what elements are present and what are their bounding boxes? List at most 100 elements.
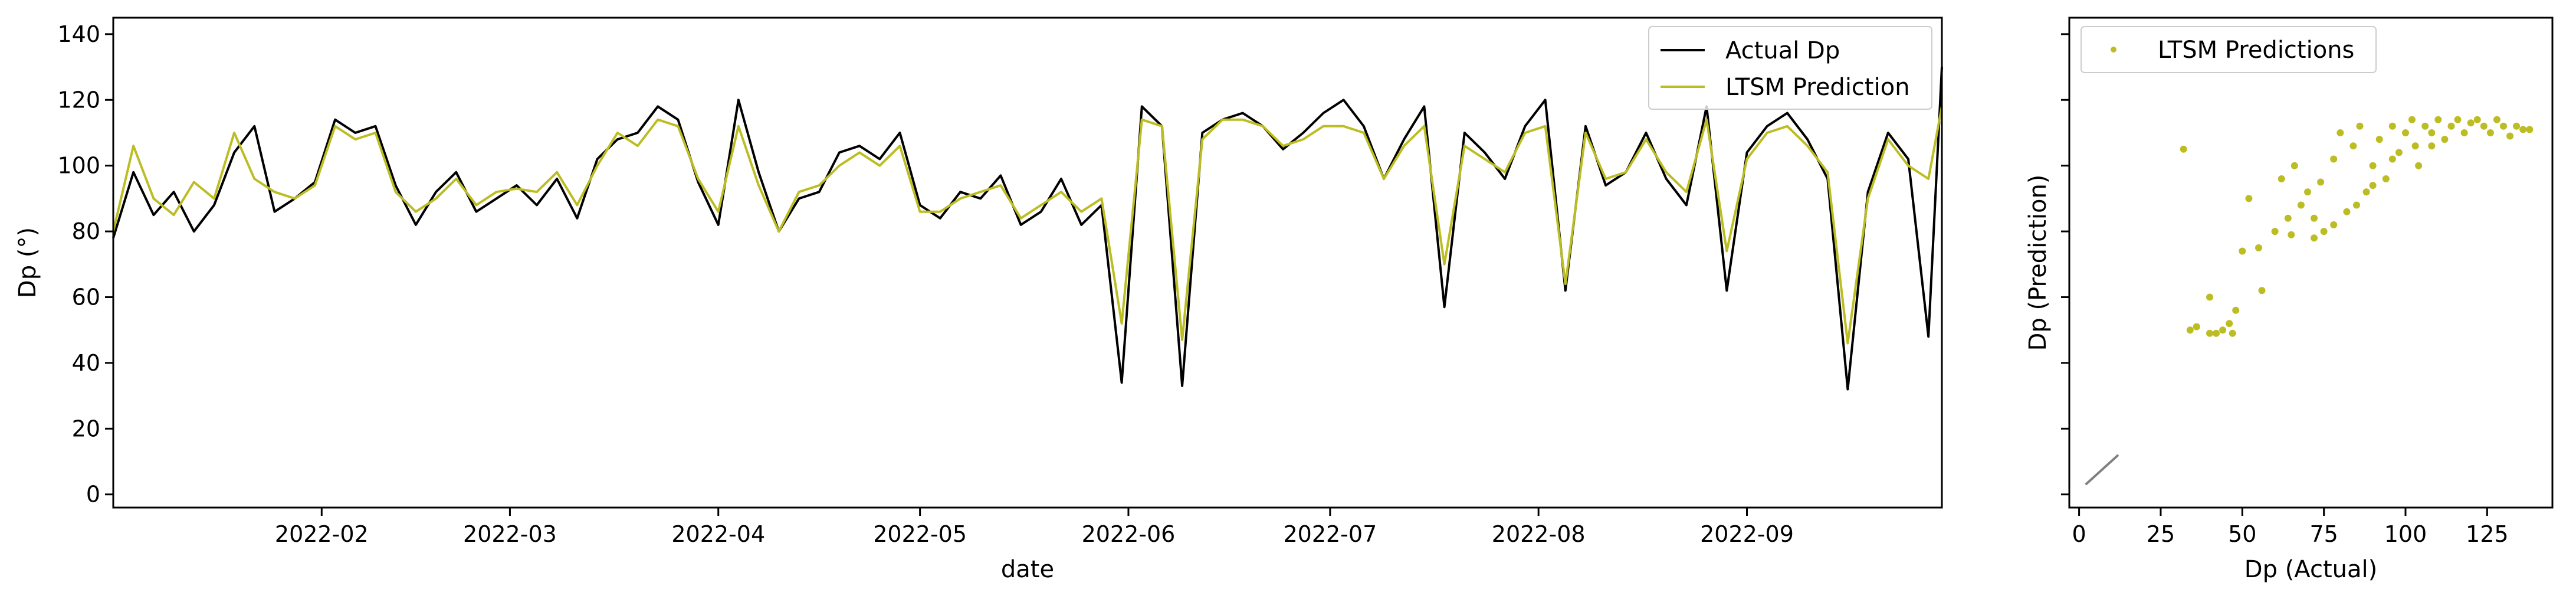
scatter-point [2473, 116, 2481, 123]
y-tick-label: 0 [86, 482, 100, 508]
timeseries-legend-box [1648, 26, 1932, 110]
scatter-point [2454, 116, 2462, 123]
scatter-point [2369, 162, 2377, 169]
y-tick-label: 60 [72, 284, 100, 310]
timeseries-plot-frame [112, 17, 1943, 509]
scatter-point [2288, 231, 2295, 238]
x-tick-label: 75 [2309, 521, 2338, 547]
scatter-point [2500, 122, 2507, 130]
x-tick-label: 2022-07 [1283, 521, 1377, 547]
legend-label-prediction: LTSM Prediction [1725, 74, 1910, 101]
scatter-point [2304, 188, 2311, 196]
scatter-point [2219, 326, 2227, 334]
scatter-point [2513, 122, 2521, 130]
scatter-point [2408, 116, 2416, 123]
scatter-point [2388, 122, 2396, 130]
scatter-point [2415, 162, 2423, 169]
scatter-point [2369, 182, 2377, 189]
scatter-point [2526, 126, 2534, 133]
x-tick-label: 2022-09 [1700, 521, 1794, 547]
scatter-y-axis-label: Dp (Prediction) [2024, 175, 2052, 351]
timeseries-x-axis-label: date [1001, 556, 1054, 583]
scatter-point [2317, 178, 2325, 186]
scatter-point [2434, 116, 2442, 123]
timeseries-y-ticks: 0 20 40 60 80 100 120 140 [57, 21, 113, 508]
scatter-x-axis-label: Dp (Actual) [2244, 556, 2377, 583]
series-line-prediction [112, 106, 1943, 345]
scatter-point [2311, 234, 2318, 242]
x-tick-label: 2022-06 [1082, 521, 1176, 547]
x-tick-label: 100 [2384, 521, 2427, 547]
scatter-legend: LTSM Predictions [2081, 26, 2377, 73]
scatter-plot-frame [2068, 17, 2554, 509]
scatter-point [2411, 142, 2419, 150]
scatter-point [2493, 116, 2500, 123]
scatter-point [2480, 122, 2488, 130]
x-tick-label: 0 [2072, 521, 2086, 547]
scatter-point [2428, 142, 2436, 150]
scatter-point [2258, 287, 2266, 295]
y-tick-label: 80 [72, 218, 100, 244]
y-tick-label: 40 [72, 350, 100, 376]
scatter-point [2467, 119, 2475, 127]
scatter-point [2213, 329, 2220, 337]
scatter-point [2284, 214, 2292, 222]
scatter-x-ticks: 0 25 50 75 100 125 [2072, 508, 2509, 547]
x-tick-label: 2022-08 [1492, 521, 1586, 547]
scatter-point [2506, 132, 2514, 140]
legend-label-actual: Actual Dp [1725, 37, 1840, 64]
scatter-point [2311, 214, 2318, 222]
x-tick-label: 25 [2147, 521, 2175, 547]
scatter-point [2320, 228, 2328, 235]
scatter-reference-line [2085, 454, 2119, 486]
scatter-point [2428, 129, 2436, 136]
scatter-point [2388, 155, 2396, 163]
series-line-actual [112, 67, 1943, 391]
scatter-point [2271, 228, 2279, 235]
scatter-point [2255, 244, 2262, 251]
x-tick-label: 2022-05 [873, 521, 967, 547]
scatter-point [2330, 155, 2338, 163]
scatter-points [2180, 116, 2534, 337]
timeseries-legend: Actual Dp LTSM Prediction [1648, 26, 1932, 110]
x-tick-label: 125 [2466, 521, 2509, 547]
scatter-point [2382, 175, 2390, 182]
scatter-point [2356, 122, 2364, 130]
scatter-point [2441, 136, 2449, 143]
scatter-point [2186, 326, 2194, 334]
legend-swatch-scatter [2111, 47, 2116, 53]
scatter-point [2226, 320, 2233, 328]
scatter-point [2421, 122, 2429, 130]
scatter-point [2180, 145, 2187, 153]
y-tick-label: 120 [57, 87, 100, 113]
x-tick-label: 50 [2228, 521, 2256, 547]
scatter-point [2460, 129, 2468, 136]
timeseries-lines [112, 67, 1943, 391]
scatter-legend-box [2081, 26, 2377, 73]
legend-label-scatter: LTSM Predictions [2158, 37, 2354, 64]
scatter-point [2337, 129, 2344, 136]
scatter-point [2375, 136, 2383, 143]
scatter-point [2395, 149, 2403, 156]
timeseries-x-ticks: 2022-02 2022-03 2022-04 2022-05 2022-06 2022-… [275, 508, 1794, 547]
scatter-point [2229, 329, 2236, 337]
scatter-y-ticks [2061, 33, 2069, 496]
x-tick-label: 2022-04 [671, 521, 765, 547]
x-tick-label: 2022-03 [463, 521, 557, 547]
scatter-point [2278, 175, 2285, 182]
scatter-point [2402, 129, 2409, 136]
scatter-point [2239, 247, 2246, 255]
scatter-point [2447, 122, 2455, 130]
scatter-point [2486, 129, 2494, 136]
scatter-point [2245, 195, 2253, 202]
scatter-point [2206, 329, 2213, 337]
scatter-point [2232, 306, 2240, 314]
scatter-point [2349, 142, 2357, 150]
scatter-point [2290, 162, 2298, 169]
scatter-point [2206, 293, 2213, 301]
scatter-point [2343, 208, 2351, 215]
timeseries-y-axis-label: Dp (°) [14, 227, 41, 298]
scatter-point [2297, 201, 2305, 209]
